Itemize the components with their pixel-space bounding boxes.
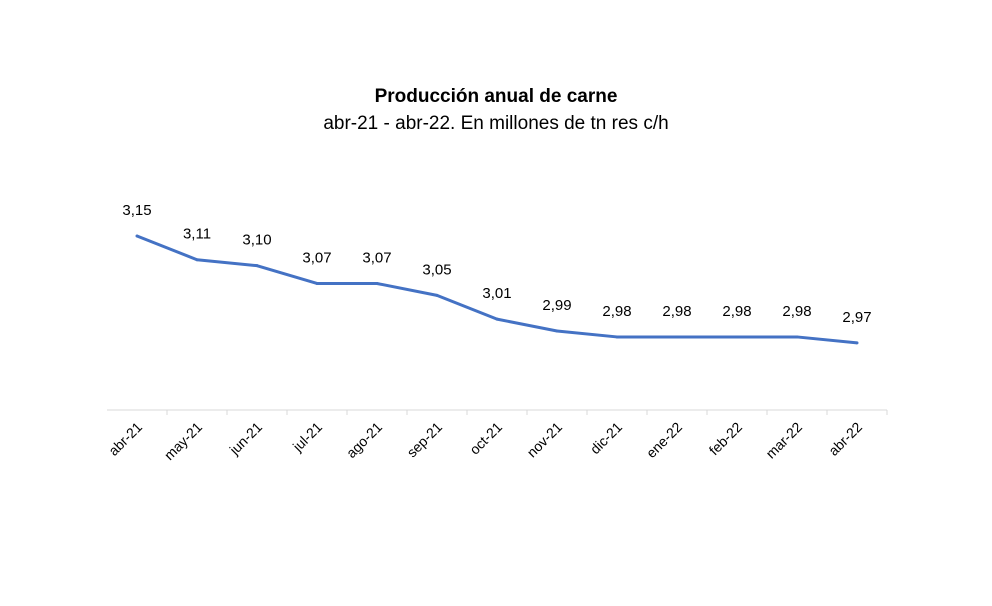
data-point [375,281,379,285]
x-tick-label: ago-21 [343,419,385,461]
x-tick-label: jul-21 [289,419,325,455]
data-label: 3,10 [242,232,271,249]
data-label: 3,01 [482,285,511,302]
chart-title: Producción anual de carne [374,86,618,107]
x-tick-label: nov-21 [524,419,566,461]
data-point [135,234,139,238]
data-point [435,293,439,297]
x-tick-label: may-21 [161,419,205,463]
x-tick-label: sep-21 [404,419,446,461]
data-point [495,317,499,321]
data-label: 2,98 [602,303,631,320]
x-tick-label: dic-21 [587,419,625,457]
data-point [795,335,799,339]
data-point [675,335,679,339]
data-point [735,335,739,339]
data-point [615,335,619,339]
data-point [195,258,199,262]
data-point [255,264,259,268]
data-point [315,281,319,285]
data-label: 2,99 [542,297,571,314]
chart-subtitle: abr-21 - abr-22. En millones de tn res c… [323,113,669,134]
data-point [855,341,859,345]
x-tick-label: abr-22 [825,419,865,459]
x-tick-label: feb-22 [706,419,746,459]
x-tick-label: oct-21 [466,419,505,458]
x-tick-label: jun-21 [226,419,266,459]
data-label: 3,15 [122,202,151,219]
data-label: 3,07 [362,249,391,266]
data-label: 3,05 [422,261,451,278]
data-point [555,329,559,333]
data-label: 2,97 [842,309,871,326]
data-label: 2,98 [722,303,751,320]
data-label: 3,11 [183,226,211,243]
x-tick-label: abr-21 [105,419,145,459]
x-tick-label: mar-22 [762,419,805,462]
data-label: 2,98 [662,303,691,320]
x-tick-label: ene-22 [643,419,685,461]
data-label: 3,07 [302,249,331,266]
data-label: 2,98 [782,303,811,320]
